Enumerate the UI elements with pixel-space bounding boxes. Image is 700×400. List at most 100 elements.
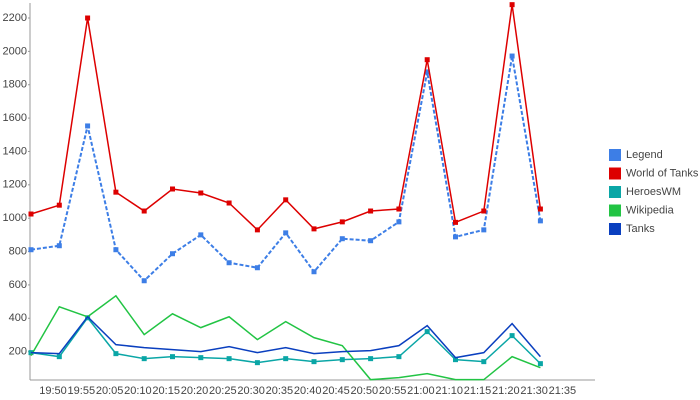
point — [396, 354, 402, 360]
point — [113, 189, 119, 195]
point — [283, 197, 289, 203]
legend-label: HeroesWM — [626, 186, 681, 198]
point — [453, 357, 458, 363]
y-tick-label: 1000 — [3, 212, 27, 224]
point — [170, 251, 175, 257]
legend-swatch — [609, 167, 621, 180]
point — [424, 57, 430, 63]
legend-label: Tanks — [626, 223, 655, 235]
point — [28, 211, 34, 217]
point — [85, 123, 91, 129]
point — [311, 359, 317, 365]
series-line — [30, 315, 541, 359]
x-tick-label: 20:40 — [294, 385, 322, 397]
point — [311, 226, 317, 232]
point — [339, 236, 345, 242]
point — [509, 53, 515, 59]
point — [453, 219, 458, 225]
point — [283, 356, 289, 362]
x-tick-label: 21:30 — [520, 385, 548, 397]
y-tick-label: 600 — [9, 279, 27, 291]
point — [170, 354, 175, 360]
point — [368, 356, 374, 362]
x-tick-label: 21:00 — [407, 385, 435, 397]
legend-label: Legend — [626, 149, 663, 161]
point — [226, 200, 232, 206]
point — [339, 357, 345, 363]
x-tick-label: 20:10 — [124, 385, 152, 397]
point — [141, 356, 147, 362]
y-tick-label: 2200 — [3, 12, 27, 24]
point — [113, 247, 119, 253]
legend-swatch — [609, 223, 621, 235]
point — [56, 202, 62, 208]
x-tick-label: 20:30 — [237, 385, 265, 397]
y-tick-label: 2000 — [3, 45, 27, 57]
x-tick-label: 20:15 — [152, 385, 180, 397]
point — [481, 227, 487, 233]
point — [339, 219, 345, 225]
y-tick-label: 200 — [9, 346, 27, 358]
x-tick-label: 20:50 — [351, 385, 379, 397]
point — [396, 206, 402, 212]
point — [368, 238, 374, 244]
series-line — [30, 4, 542, 231]
x-tick-label: 19:50 — [39, 385, 67, 397]
point — [85, 15, 91, 21]
point — [396, 219, 402, 225]
point — [509, 333, 515, 339]
point — [56, 354, 62, 360]
point — [424, 329, 430, 335]
point — [368, 208, 374, 214]
point — [537, 206, 543, 212]
point — [481, 208, 487, 214]
x-tick-label: 20:55 — [379, 385, 407, 397]
x-tick-label: 21:15 — [464, 385, 492, 397]
x-tick-label: 20:25 — [209, 385, 237, 397]
point — [311, 269, 317, 275]
y-tick-label: 800 — [9, 245, 27, 257]
legend-swatch — [609, 149, 621, 161]
point — [537, 361, 543, 367]
point — [198, 190, 204, 196]
y-tick-label: 1600 — [3, 112, 27, 124]
point — [254, 265, 260, 271]
point — [283, 230, 289, 236]
point — [509, 2, 515, 8]
series-line — [30, 55, 542, 283]
point — [28, 247, 34, 253]
point — [453, 234, 458, 240]
series-line — [30, 294, 541, 381]
x-tick-label: 20:35 — [266, 385, 294, 397]
point — [198, 355, 204, 361]
point — [141, 208, 147, 214]
y-tick-label: 1200 — [3, 179, 27, 191]
point — [56, 243, 62, 249]
y-tick-label: 400 — [9, 312, 27, 324]
point — [113, 351, 119, 357]
y-tick-label: 1400 — [3, 145, 27, 157]
point — [226, 260, 232, 266]
legend-swatch — [609, 204, 621, 217]
x-tick-label: 20:20 — [181, 385, 209, 397]
x-tick-label: 21:20 — [492, 385, 520, 397]
point — [198, 232, 204, 238]
legend-label: Wikipedia — [626, 204, 675, 216]
point — [537, 218, 543, 224]
point — [424, 69, 430, 75]
point — [254, 360, 260, 366]
x-tick-label: 20:05 — [96, 385, 124, 397]
legend-label: World of Tanks — [626, 167, 699, 179]
legend-swatch — [609, 186, 621, 198]
x-tick-label: 20:45 — [322, 385, 350, 397]
x-tick-label: 19:55 — [68, 385, 96, 397]
point — [141, 278, 147, 284]
point — [226, 356, 232, 362]
point — [481, 359, 487, 365]
point — [170, 186, 175, 192]
x-tick-label: 21:35 — [549, 385, 577, 397]
point — [254, 227, 260, 233]
y-tick-label: 1800 — [3, 79, 27, 91]
x-tick-label: 21:10 — [435, 385, 463, 397]
